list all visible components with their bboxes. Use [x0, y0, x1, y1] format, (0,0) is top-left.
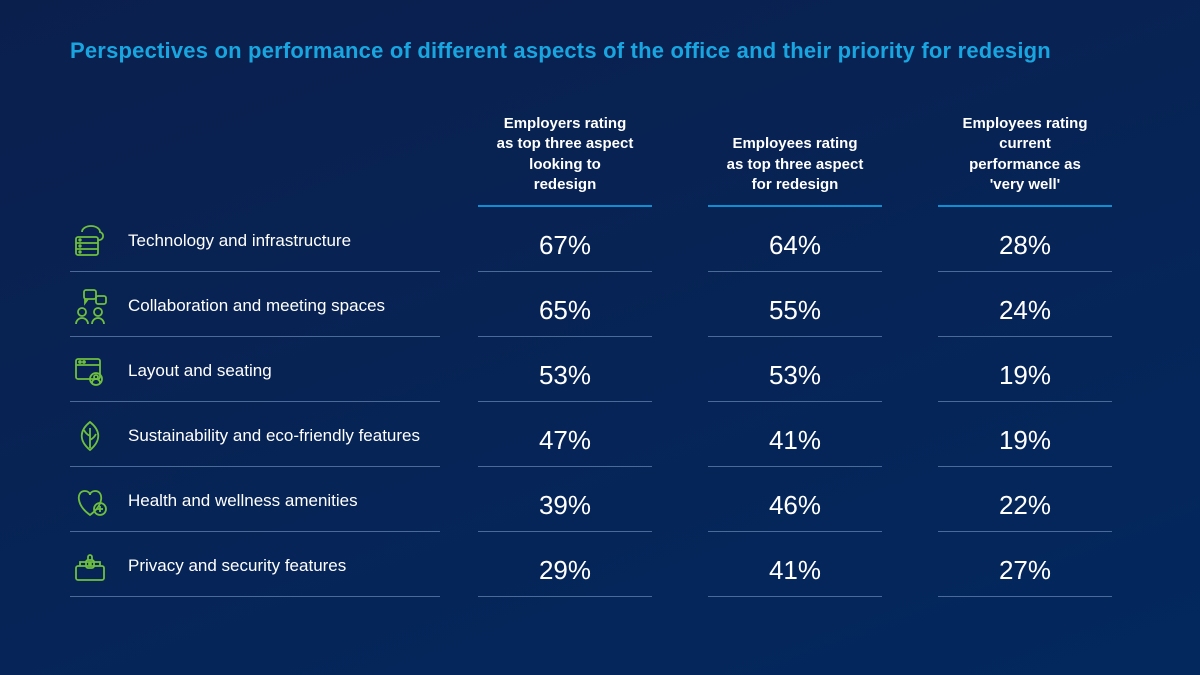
row-label: Health and wellness amenities — [70, 467, 440, 532]
row-label-text: Health and wellness amenities — [128, 491, 358, 511]
row-label: Privacy and security features — [70, 532, 440, 597]
technology-icon — [70, 221, 110, 261]
row-label-text: Sustainability and eco-friendly features — [128, 426, 420, 446]
data-table: Employers rating as top three aspect loo… — [70, 114, 1130, 597]
value-cell: 67% — [478, 216, 652, 272]
row-label: Technology and infrastructure — [70, 207, 440, 272]
value-cell: 53% — [708, 346, 882, 402]
slide: Perspectives on performance of different… — [0, 0, 1200, 675]
value-cell: 41% — [708, 411, 882, 467]
row-label-text: Technology and infrastructure — [128, 231, 351, 251]
value-cell: 19% — [938, 346, 1112, 402]
column-header: Employers rating as top three aspect loo… — [478, 114, 652, 207]
value-cell: 28% — [938, 216, 1112, 272]
collaboration-icon — [70, 286, 110, 326]
column-header: Employees rating as top three aspect for… — [708, 134, 882, 207]
value-cell: 19% — [938, 411, 1112, 467]
row-label: Layout and seating — [70, 337, 440, 402]
value-cell: 29% — [478, 541, 652, 597]
value-cell: 41% — [708, 541, 882, 597]
row-label-text: Privacy and security features — [128, 556, 346, 576]
row-label: Sustainability and eco-friendly features — [70, 402, 440, 467]
row-label: Collaboration and meeting spaces — [70, 272, 440, 337]
value-cell: 47% — [478, 411, 652, 467]
health-icon — [70, 481, 110, 521]
value-cell: 64% — [708, 216, 882, 272]
sustainability-icon — [70, 416, 110, 456]
slide-title: Perspectives on performance of different… — [70, 38, 1130, 64]
value-cell: 24% — [938, 281, 1112, 337]
privacy-icon — [70, 546, 110, 586]
value-cell: 55% — [708, 281, 882, 337]
row-label-text: Layout and seating — [128, 361, 272, 381]
value-cell: 27% — [938, 541, 1112, 597]
value-cell: 46% — [708, 476, 882, 532]
value-cell: 53% — [478, 346, 652, 402]
value-cell: 39% — [478, 476, 652, 532]
value-cell: 22% — [938, 476, 1112, 532]
row-label-text: Collaboration and meeting spaces — [128, 296, 385, 316]
column-header: Employees rating current performance as … — [938, 114, 1112, 207]
layout-icon — [70, 351, 110, 391]
value-cell: 65% — [478, 281, 652, 337]
